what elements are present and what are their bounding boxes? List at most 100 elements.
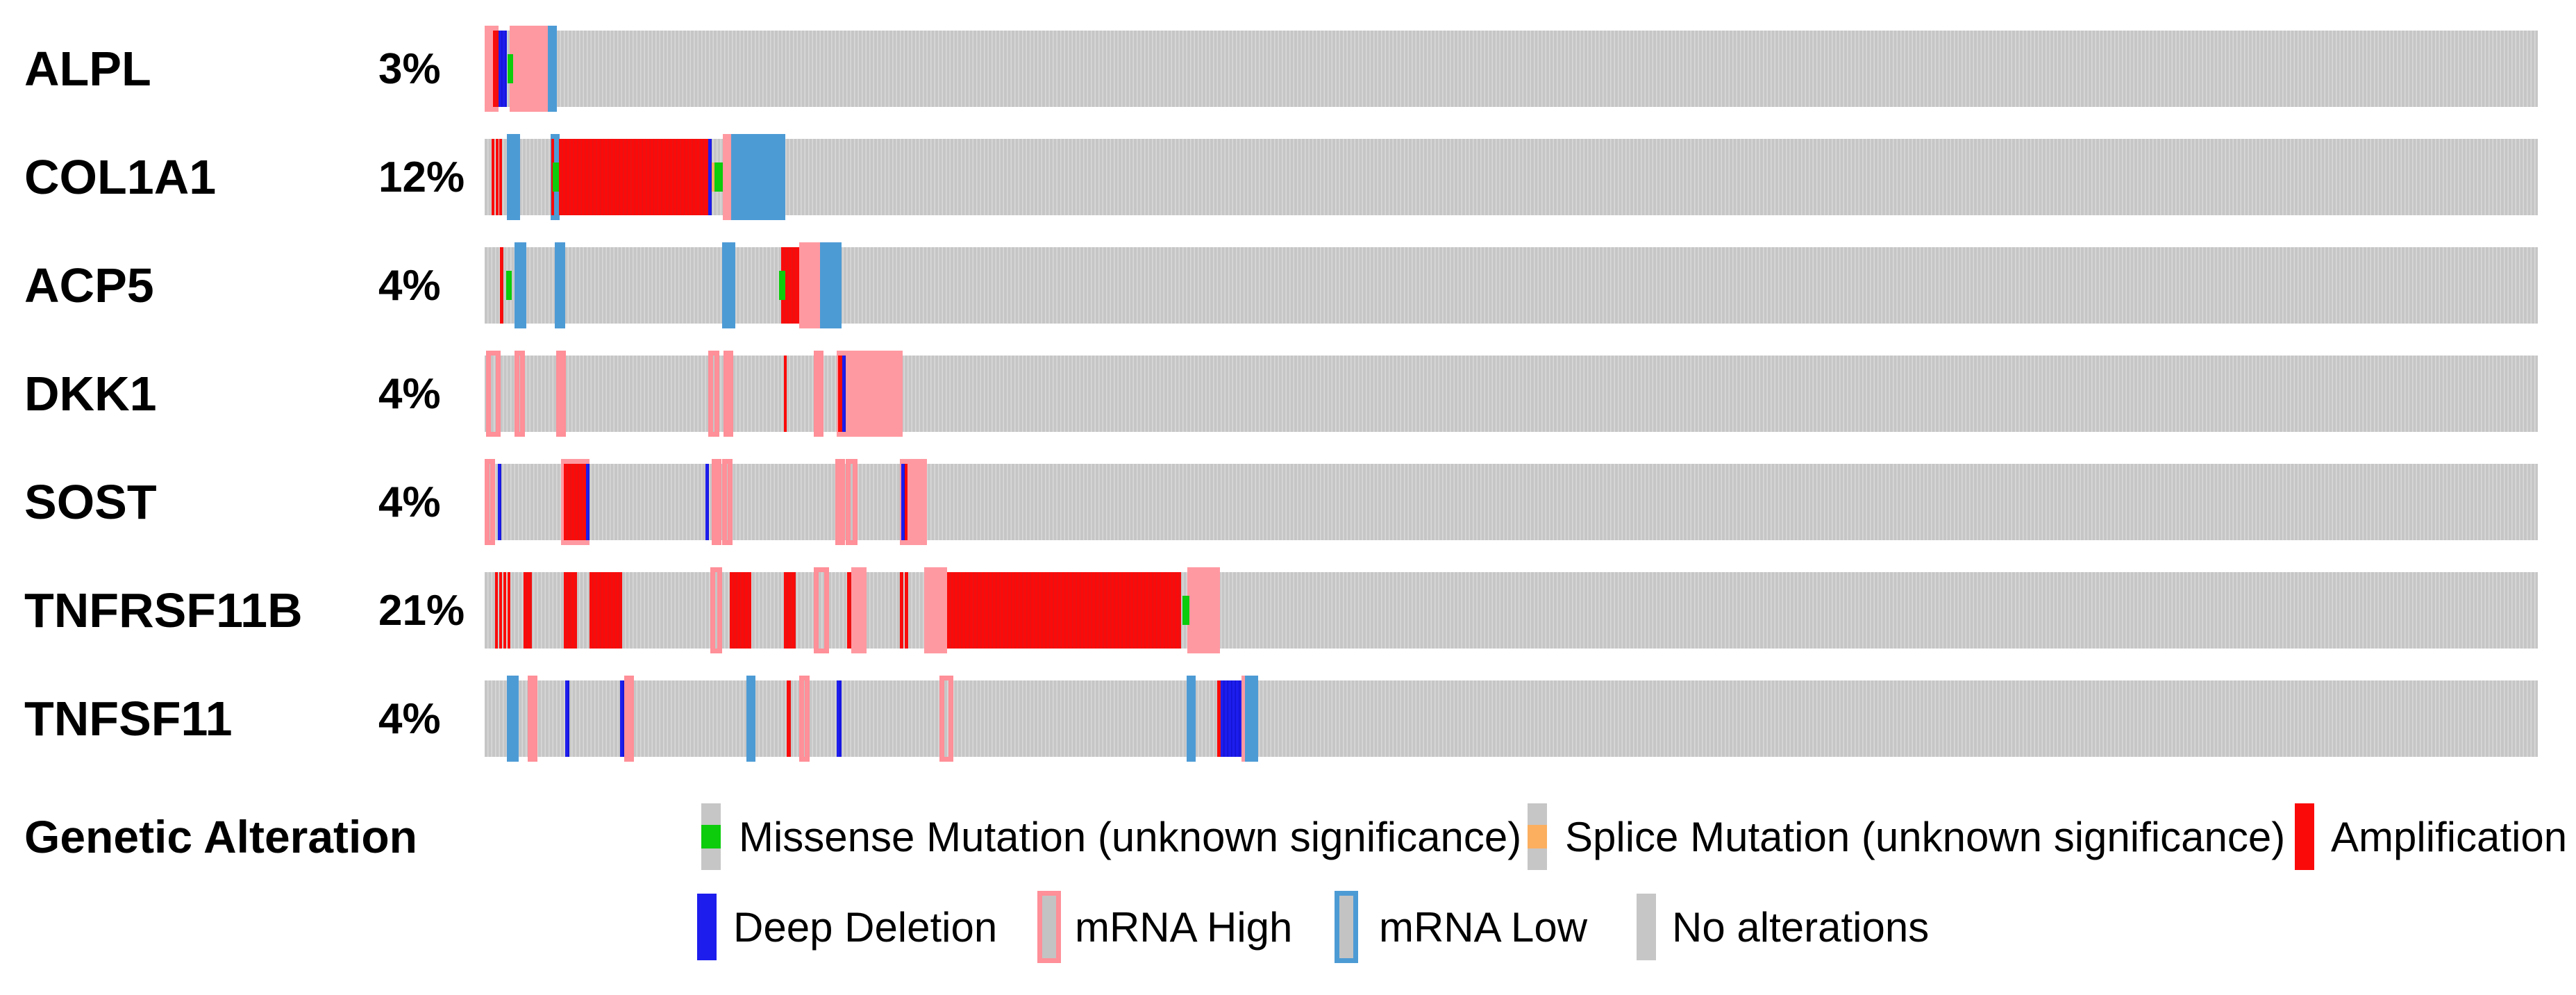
alteration-hi_f-TNFRSF11B[interactable] xyxy=(1187,567,1220,653)
alteration-amp-DKK1[interactable] xyxy=(838,356,842,432)
alteration-amp-TNFRSF11B[interactable] xyxy=(495,572,498,649)
alteration-amp-SOST[interactable] xyxy=(564,464,586,540)
alteration-lo-ACP5[interactable] xyxy=(820,242,842,328)
splice-mutation-legend-label: Splice Mutation (unknown significance) xyxy=(1565,813,2286,860)
alteration-lo-TNFSF11[interactable] xyxy=(1245,676,1258,762)
oncoprint-track-TNFSF11[interactable] xyxy=(485,676,2538,762)
alteration-amp-COL1A1[interactable] xyxy=(499,139,502,215)
alteration-hi_c-DKK1[interactable] xyxy=(556,351,566,437)
alteration-lo-ACP5[interactable] xyxy=(722,242,735,328)
alteration-amp-SOST[interactable] xyxy=(905,464,908,540)
alteration-hi_c-TNFSF11[interactable] xyxy=(528,676,537,762)
alteration-hi_c-SOST[interactable] xyxy=(835,459,845,545)
missense-chip xyxy=(701,825,721,848)
alteration-amp-COL1A1[interactable] xyxy=(492,139,494,215)
alteration-del-ALPL[interactable] xyxy=(499,31,507,107)
alteration-amp-TNFRSF11B[interactable] xyxy=(503,572,506,649)
oncoprint-track-ACP5[interactable] xyxy=(485,242,2538,328)
alteration-hi_c-SOST[interactable] xyxy=(846,459,858,545)
alteration-lo-TNFSF11[interactable] xyxy=(507,676,519,762)
alteration-del-TNFSF11[interactable] xyxy=(620,680,624,757)
alteration-mis-ALPL[interactable] xyxy=(508,54,513,83)
alteration-lo-COL1A1[interactable] xyxy=(731,134,785,220)
alteration-amp-ALPL[interactable] xyxy=(493,31,499,107)
alteration-lo-TNFSF11[interactable] xyxy=(1187,676,1196,762)
alteration-hi_f-ACP5[interactable] xyxy=(799,242,820,328)
amplification-legend-label: Amplification xyxy=(2331,813,2568,860)
alteration-amp-TNFRSF11B[interactable] xyxy=(784,572,796,649)
deep-deletion-legend-icon xyxy=(697,894,717,960)
alteration-del-SOST[interactable] xyxy=(498,464,501,540)
alteration-mis-ACP5[interactable] xyxy=(506,271,512,300)
alteration-hi_c-TNFSF11[interactable] xyxy=(799,676,810,762)
gene-label-TNFRSF11B: TNFRSF11B xyxy=(24,583,303,637)
alteration-hi_c-DKK1[interactable] xyxy=(708,351,719,437)
alteration-del-DKK1[interactable] xyxy=(842,356,846,432)
alteration-amp-COL1A1[interactable] xyxy=(496,139,499,215)
gene-label-DKK1: DKK1 xyxy=(24,367,157,421)
alteration-amp-TNFRSF11B[interactable] xyxy=(947,572,1181,649)
alteration-hi_c-TNFSF11[interactable] xyxy=(624,676,634,762)
alteration-amp-DKK1[interactable] xyxy=(784,356,787,432)
alteration-amp-TNFSF11[interactable] xyxy=(1217,680,1221,757)
alteration-hi_f-TNFSF11[interactable] xyxy=(1241,676,1245,762)
gene-label-TNFSF11: TNFSF11 xyxy=(24,692,233,746)
alteration-del-SOST[interactable] xyxy=(586,464,589,540)
alteration-amp-COL1A1[interactable] xyxy=(559,139,708,215)
alteration-del-SOST[interactable] xyxy=(901,464,905,540)
alteration-hi_c-SOST[interactable] xyxy=(722,459,733,545)
oncoprint-track-COL1A1[interactable] xyxy=(485,134,2538,220)
alteration-hi_f-DKK1[interactable] xyxy=(837,351,903,437)
alteration-amp-TNFRSF11B[interactable] xyxy=(524,572,532,649)
alteration-amp-TNFRSF11B[interactable] xyxy=(508,572,510,649)
alteration-mis-ACP5[interactable] xyxy=(779,271,785,300)
oncoprint-track-SOST[interactable] xyxy=(485,459,2538,545)
oncoprint-track-TNFRSF11B[interactable] xyxy=(485,567,2538,653)
oncoprint-track-DKK1[interactable] xyxy=(485,351,2538,437)
alteration-amp-ACP5[interactable] xyxy=(500,247,503,324)
alteration-del-TNFSF11[interactable] xyxy=(837,680,842,757)
alteration-amp-TNFRSF11B[interactable] xyxy=(499,572,502,649)
alteration-amp-TNFRSF11B[interactable] xyxy=(905,572,908,649)
alteration-del-COL1A1[interactable] xyxy=(708,139,712,215)
alteration-lo-TNFSF11[interactable] xyxy=(746,676,755,762)
alteration-hi_f-TNFRSF11B[interactable] xyxy=(924,567,947,653)
alteration-hi_c-TNFRSF11B[interactable] xyxy=(814,567,829,653)
alteration-del-TNFSF11[interactable] xyxy=(565,680,569,757)
alteration-amp-TNFRSF11B[interactable] xyxy=(847,572,851,649)
no-alterations-legend-label: No alterations xyxy=(1672,903,1930,951)
alteration-lo-ACP5[interactable] xyxy=(555,242,565,328)
mrna-low-legend-icon xyxy=(1335,891,1358,963)
missense-mutation-legend-icon xyxy=(701,803,721,870)
alteration-hi_c-DKK1[interactable] xyxy=(724,351,733,437)
alteration-mis-COL1A1[interactable] xyxy=(714,162,723,192)
alteration-hi_c-TNFSF11[interactable] xyxy=(939,676,953,762)
alteration-amp-TNFRSF11B[interactable] xyxy=(589,572,622,649)
alteration-lo-ALPL[interactable] xyxy=(548,26,557,112)
alteration-amp-TNFSF11[interactable] xyxy=(787,680,791,757)
alteration-amp-TNFRSF11B[interactable] xyxy=(730,572,751,649)
alteration-del-SOST[interactable] xyxy=(705,464,709,540)
splice-chip xyxy=(1528,825,1547,848)
alteration-amp-TNFRSF11B[interactable] xyxy=(564,572,577,649)
alteration-mis-COL1A1[interactable] xyxy=(553,162,559,192)
legend-title: Genetic Alteration xyxy=(24,811,417,862)
alteration-mis-TNFRSF11B[interactable] xyxy=(1182,596,1189,625)
alteration-hi_c-SOST[interactable] xyxy=(485,459,495,545)
alteration-lo-ACP5[interactable] xyxy=(515,242,526,328)
no-alterations-legend-icon xyxy=(1637,894,1656,960)
alteration-del-TNFSF11[interactable] xyxy=(1221,680,1241,757)
alteration-hi_c-TNFRSF11B[interactable] xyxy=(710,567,722,653)
alteration-spl-COL1A1[interactable] xyxy=(712,162,715,192)
alteration-hi_f-ALPL[interactable] xyxy=(510,26,548,112)
alteration-hi_c-DKK1[interactable] xyxy=(515,351,525,437)
alteration-hi_c-SOST[interactable] xyxy=(712,459,721,545)
alteration-lo-COL1A1[interactable] xyxy=(507,134,520,220)
missense-mutation-legend-label: Missense Mutation (unknown significance) xyxy=(739,813,1522,860)
alteration-hi_f-TNFRSF11B[interactable] xyxy=(851,567,867,653)
alteration-hi_c-DKK1[interactable] xyxy=(814,351,823,437)
oncoprint-track-ALPL[interactable] xyxy=(485,26,2538,112)
alteration-hi_c-DKK1[interactable] xyxy=(486,351,501,437)
alteration-amp-TNFRSF11B[interactable] xyxy=(900,572,903,649)
alteration-hi_f-COL1A1[interactable] xyxy=(723,134,731,220)
